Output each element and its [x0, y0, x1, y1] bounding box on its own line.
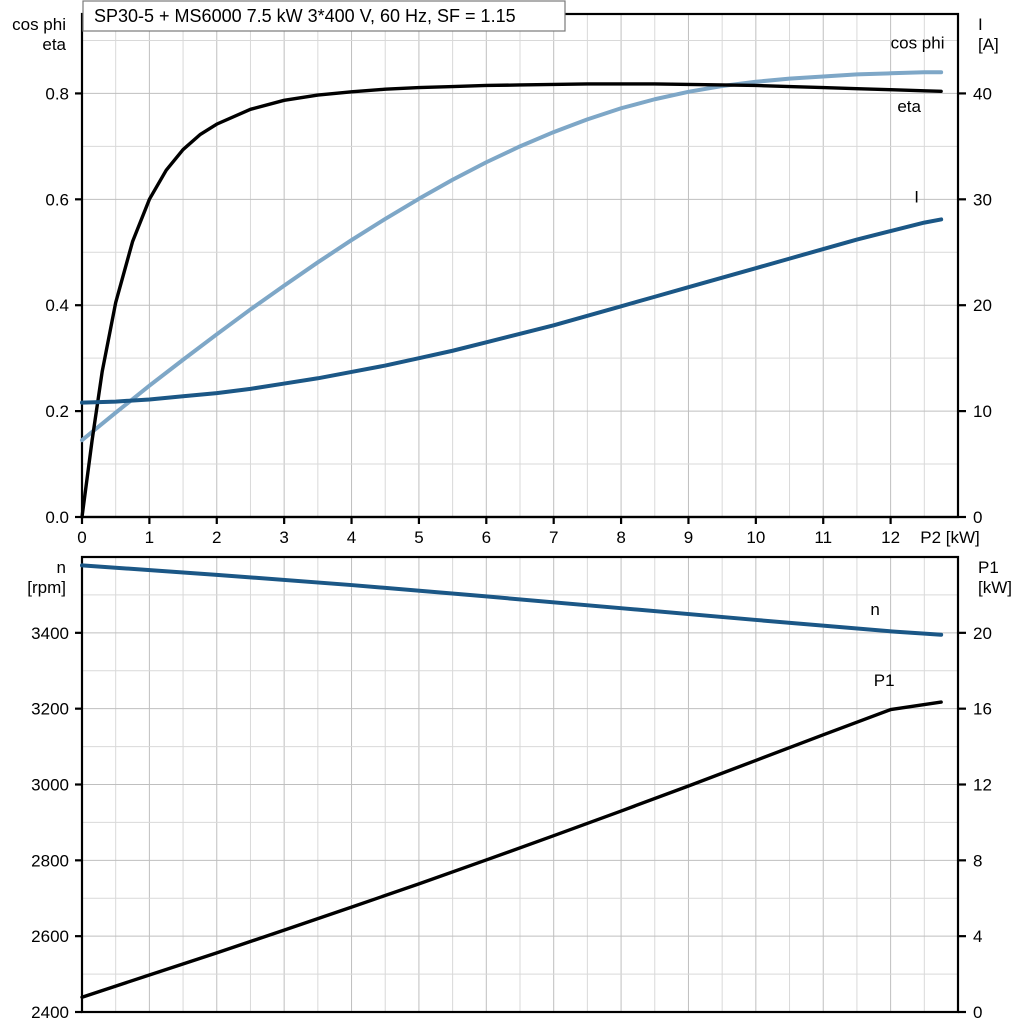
left-axis-tick-label: 0.0 — [45, 508, 69, 527]
right-axis-tick-label: 40 — [973, 84, 992, 103]
right-axis-tick-label: 16 — [973, 700, 992, 719]
right-axis-tick-label: 20 — [973, 296, 992, 315]
right-axis-tick-label: 12 — [973, 776, 992, 795]
x-axis-tick-label: 3 — [279, 528, 288, 547]
right-axis-tick-label: 30 — [973, 190, 992, 209]
chart-title-box — [82, 0, 566, 32]
left-axis-tick-label: 2400 — [31, 1003, 69, 1022]
right-axis-title: [A] — [978, 35, 999, 54]
x-axis-tick-label: 2 — [212, 528, 221, 547]
x-axis-tick-label: 9 — [684, 528, 693, 547]
left-axis-tick-label: 2600 — [31, 927, 69, 946]
curve-i — [80, 217, 944, 405]
x-axis-tick-label: 11 — [814, 528, 832, 547]
curve-n — [80, 563, 944, 637]
left-axis-tick-label: 3400 — [31, 624, 69, 643]
left-axis-tick-label: 0.8 — [45, 84, 69, 103]
left-axis-tick-label: 0.4 — [45, 296, 69, 315]
curve-label-p1: P1 — [874, 671, 895, 690]
right-axis-title: I — [978, 15, 983, 34]
left-axis-title: cos phi — [12, 15, 66, 34]
left-axis-tick-label: 3200 — [31, 700, 69, 719]
x-axis-tick-label: 7 — [549, 528, 558, 547]
right-axis-tick-label: 0 — [973, 1003, 982, 1022]
left-axis-tick-label: 2800 — [31, 851, 69, 870]
left-axis-tick-label: 0.2 — [45, 402, 69, 421]
curve-label-n: n — [870, 600, 879, 619]
x-axis-tick-label: 1 — [145, 528, 154, 547]
left-axis-title: n — [57, 558, 66, 577]
x-axis-tick-label: 8 — [616, 528, 625, 547]
right-axis-tick-label: 0 — [973, 508, 982, 527]
right-axis-tick-label: 4 — [973, 927, 982, 946]
curve-cos-phi — [80, 70, 944, 443]
curve-label-cos-phi: cos phi — [891, 33, 945, 52]
curve-eta — [80, 82, 943, 519]
right-axis-tick-label: 10 — [973, 402, 992, 421]
x-axis-tick-label: 5 — [414, 528, 423, 547]
x-axis-tick-label: 0 — [77, 528, 86, 547]
curve-label-eta: eta — [897, 97, 921, 116]
right-axis-tick-label: 20 — [973, 624, 992, 643]
left-axis-tick-label: 0.6 — [45, 190, 69, 209]
left-axis-tick-label: 3000 — [31, 776, 69, 795]
left-axis-title: [rpm] — [27, 578, 66, 597]
chart-title: SP30-5 + MS6000 7.5 kW 3*400 V, 60 Hz, S… — [94, 6, 516, 26]
right-axis-tick-label: 8 — [973, 851, 982, 870]
right-axis-title: P1 — [978, 558, 999, 577]
x-axis-tick-label: 6 — [482, 528, 491, 547]
x-axis-tick-label: 4 — [347, 528, 356, 547]
x-axis-title: P2 [kW] — [920, 528, 980, 547]
curve-label-i: I — [914, 187, 919, 206]
right-axis-title: [kW] — [978, 578, 1012, 597]
x-axis-tick-label: 12 — [881, 528, 900, 547]
x-axis-tick-label: 10 — [746, 528, 765, 547]
curve-p1 — [80, 700, 943, 999]
left-axis-title: eta — [42, 35, 66, 54]
